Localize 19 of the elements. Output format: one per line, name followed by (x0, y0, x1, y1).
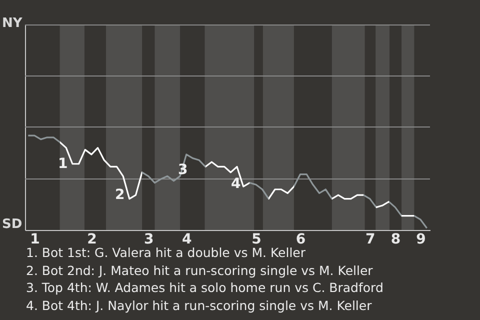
x-tick-label: 5 (252, 232, 262, 248)
x-tick-label: 3 (144, 232, 154, 248)
x-tick-label: 2 (87, 232, 97, 248)
x-tick-label: 8 (390, 232, 401, 248)
text: NY (2, 16, 22, 31)
text: 2. Bot 2nd: J. Mateo hit a run-scoring single vs M. Keller (26, 262, 374, 279)
annotation: 3 (178, 162, 188, 178)
x-tick-label: 9 (416, 232, 426, 248)
text: 1. Bot 1st: G. Valera hit a double vs M. Keller (26, 245, 306, 260)
x-tick-label: 1 (30, 232, 40, 248)
text: SD (2, 217, 22, 232)
x-tick-label: 7 (366, 232, 376, 248)
annotation: 2 (115, 187, 125, 203)
text: 4. Bot 4th: J. Naylor hit a run-scoring single vs M. Keller (26, 296, 373, 314)
x-tick-label: 6 (296, 232, 306, 248)
annotation: 4 (231, 176, 241, 192)
text: 3. Top 4th: W. Adames hit a solo home run vs C. Bradford (26, 279, 384, 296)
annotation: 1 (58, 156, 68, 172)
x-tick-label: 4 (182, 232, 192, 248)
